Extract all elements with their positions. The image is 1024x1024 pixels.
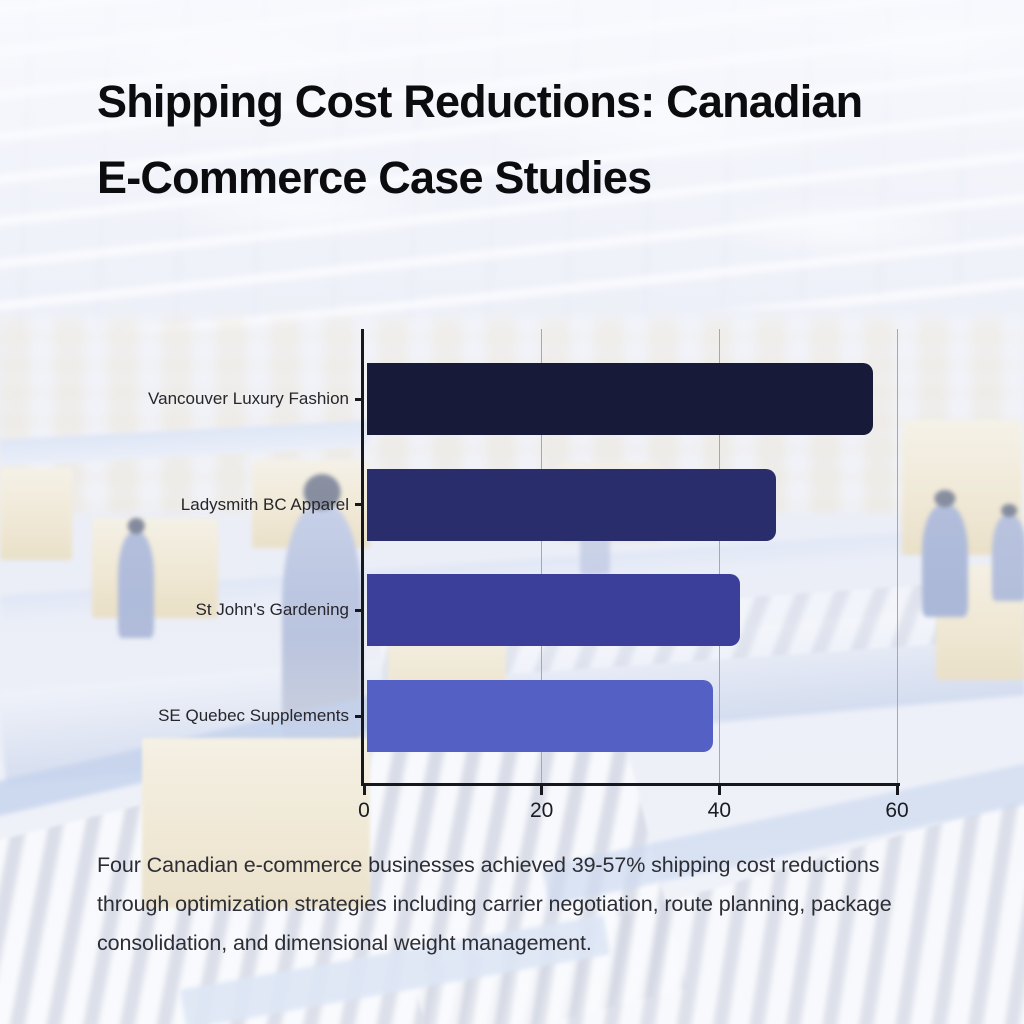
caption-text: Four Canadian e-commerce businesses achi… [97,853,892,955]
x-tick-label: 0 [358,799,370,822]
x-tick [362,786,366,795]
gridline [541,329,543,783]
gridline [896,329,898,783]
page-title: Shipping Cost Reductions: Canadian E-Com… [97,76,863,203]
bar [367,680,714,753]
y-tick-label: St John's Gardening [195,600,349,620]
y-tick [355,608,364,612]
y-tick-label: Vancouver Luxury Fashion [148,389,349,408]
x-tick-label: 20 [529,799,554,822]
x-tick [540,786,544,795]
x-tick-label: 60 [885,799,909,822]
bar [367,363,874,435]
y-tick-label: SE Quebec Supplements [158,706,349,726]
gridline [718,329,720,783]
x-axis [361,783,900,786]
x-tick [717,786,721,795]
y-tick [355,503,364,507]
y-tick [355,714,364,718]
x-tick [895,786,899,795]
bar [367,574,741,647]
y-tick-label: Ladysmith BC Apparel [180,494,349,514]
bar [367,468,776,541]
y-tick [355,397,364,401]
x-tick-label: 40 [707,799,731,822]
y-axis [361,329,364,786]
